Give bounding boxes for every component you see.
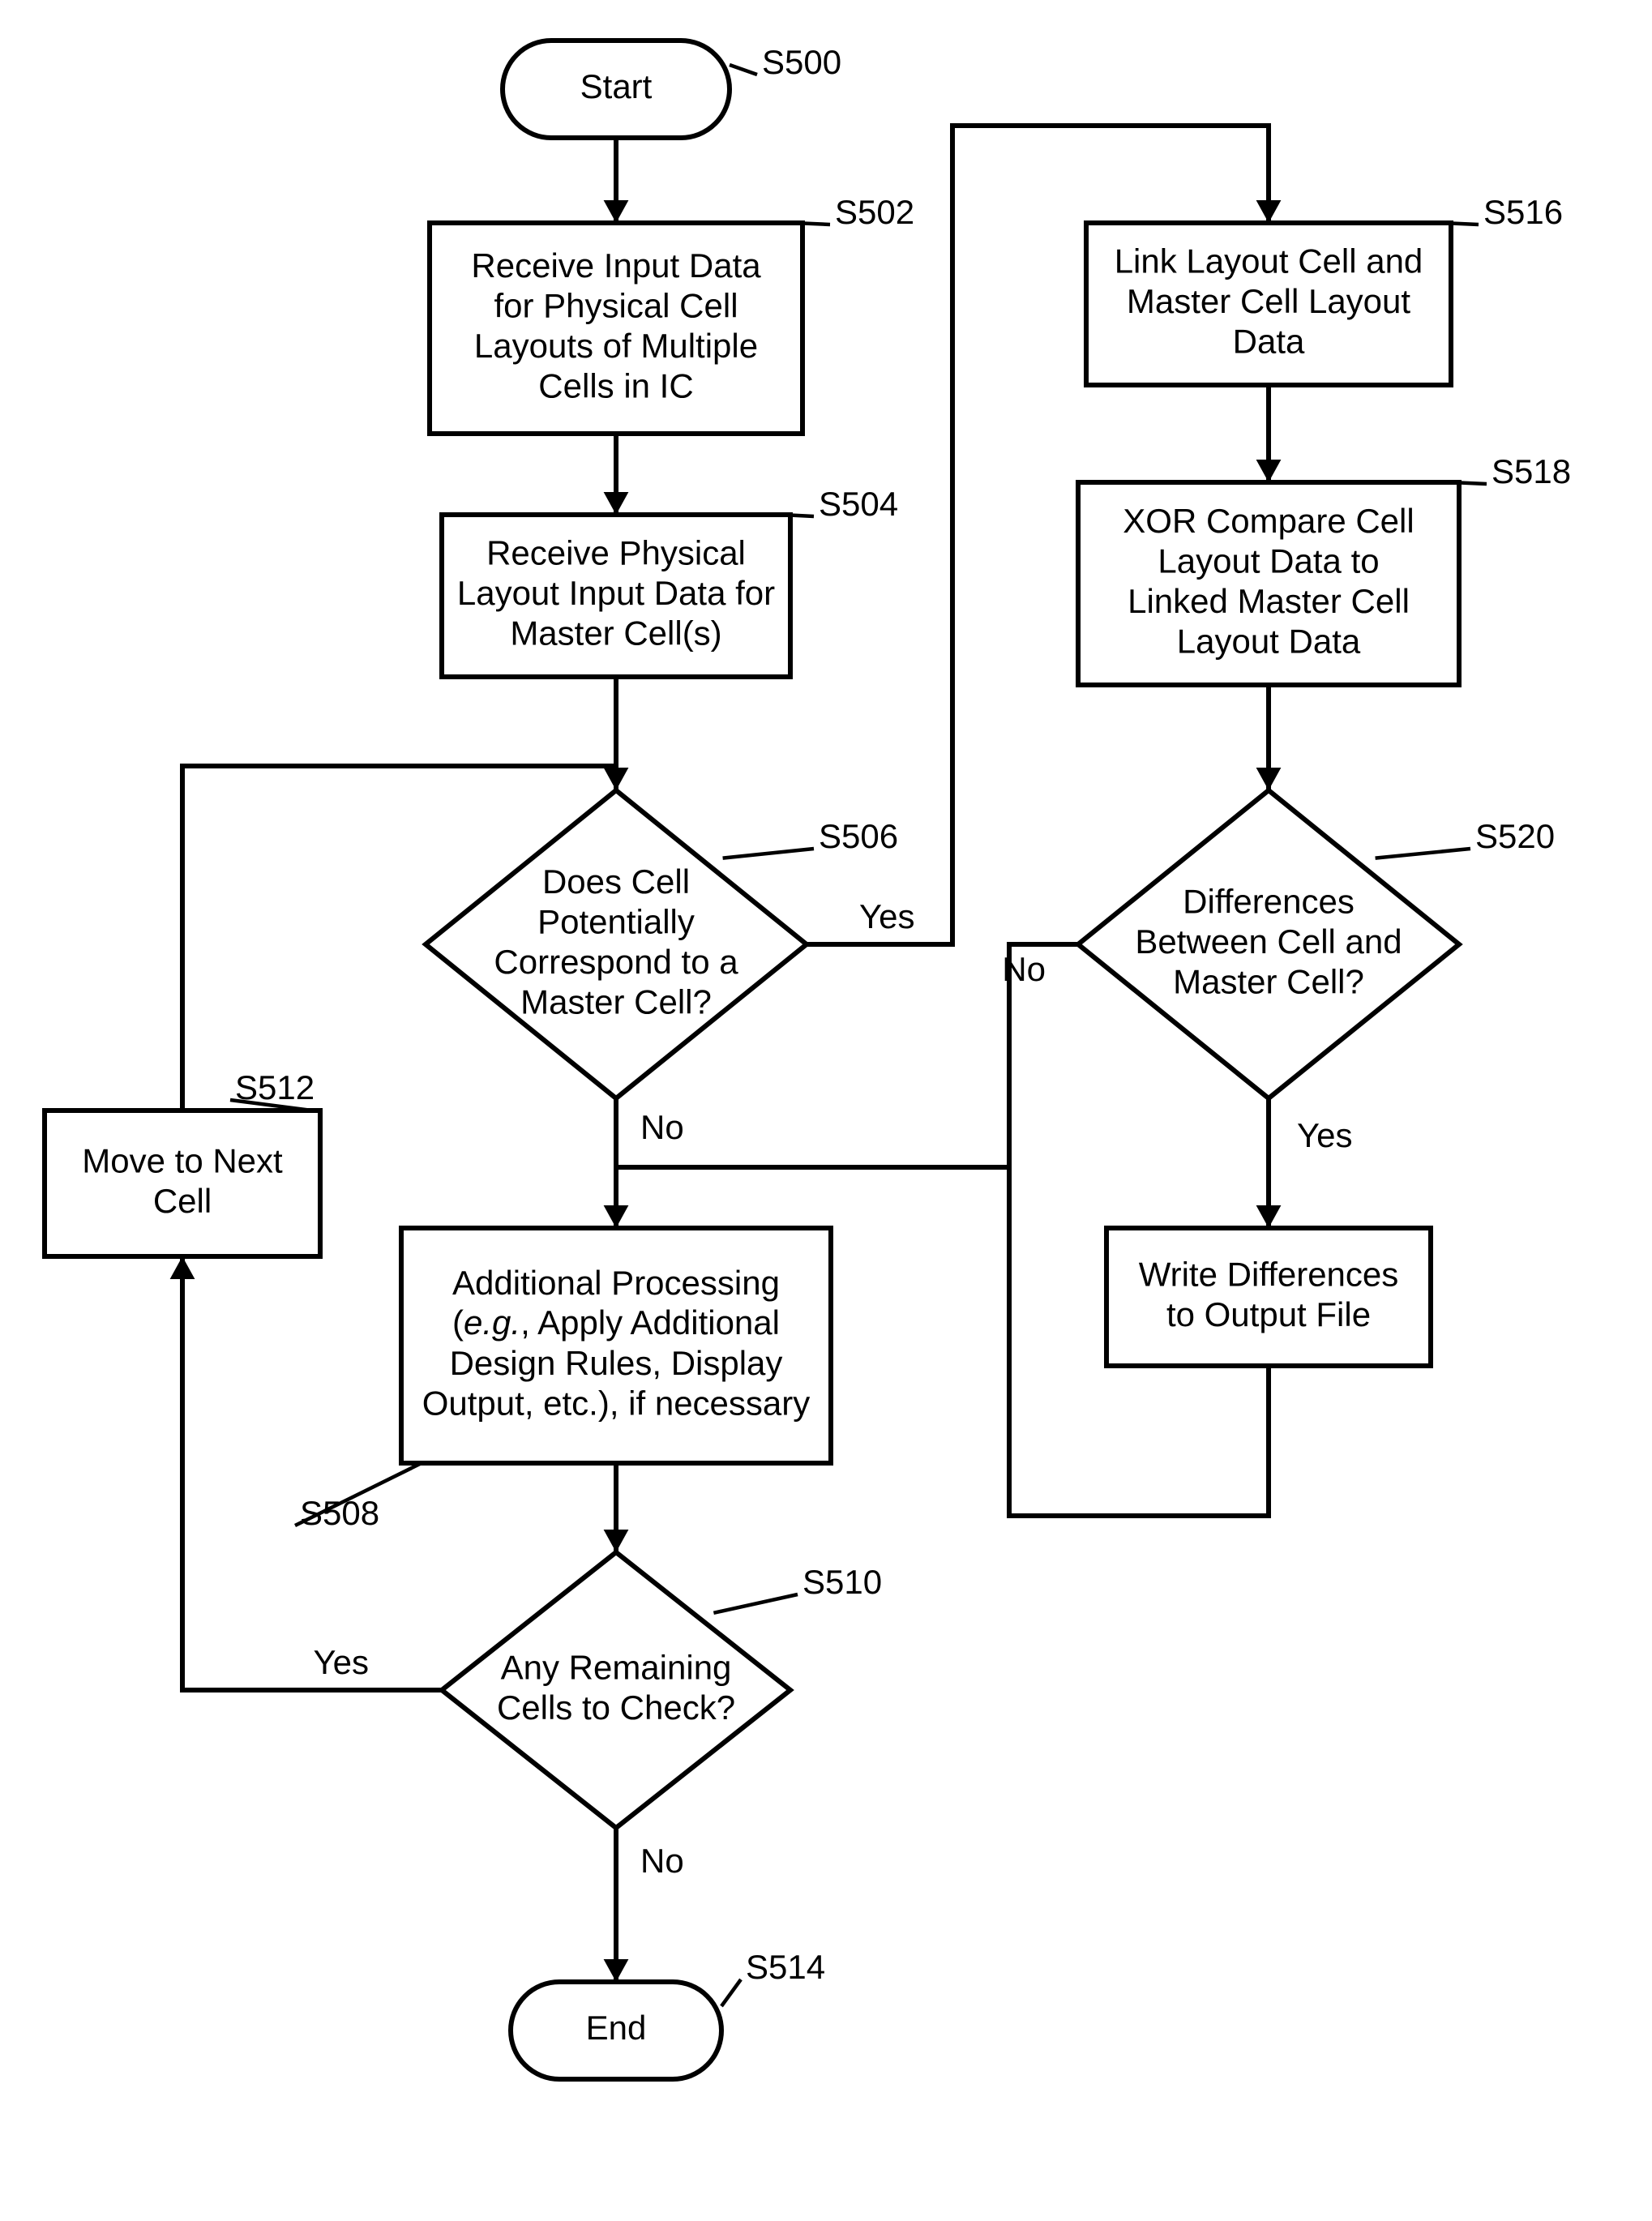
step-label: S504 bbox=[819, 485, 898, 523]
node-text: Layouts of Multiple bbox=[474, 327, 758, 365]
step-tick bbox=[794, 223, 830, 225]
flow-node-n506: Does CellPotentiallyCorrespond to aMaste… bbox=[426, 790, 807, 1098]
node-text: Link Layout Cell and bbox=[1115, 242, 1423, 280]
flow-node-n516: Link Layout Cell andMaster Cell LayoutDa… bbox=[1086, 223, 1451, 385]
step-tick bbox=[782, 515, 814, 516]
node-text: Potentially bbox=[537, 902, 695, 940]
flow-node-n512: Move to NextCell bbox=[45, 1110, 320, 1256]
node-text: Correspond to a bbox=[494, 943, 738, 981]
flow-node-n502: Receive Input Datafor Physical CellLayou… bbox=[430, 223, 802, 434]
node-text: Data bbox=[1233, 323, 1305, 361]
flow-node-n508: Additional Processing(e.g., Apply Additi… bbox=[401, 1228, 831, 1463]
node-text: Receive Physical bbox=[486, 534, 746, 572]
edge-label: Yes bbox=[1297, 1116, 1353, 1154]
node-text: Layout Data to bbox=[1158, 541, 1379, 580]
step-label: S508 bbox=[300, 1494, 379, 1532]
step-tick bbox=[1443, 223, 1479, 225]
node-text: Cells to Check? bbox=[497, 1688, 735, 1727]
flow-node-n518: XOR Compare CellLayout Data toLinked Mas… bbox=[1078, 482, 1459, 685]
node-text: Linked Master Cell bbox=[1128, 582, 1410, 620]
step-label: S514 bbox=[746, 1948, 825, 1986]
node-text: Cells in IC bbox=[538, 366, 693, 404]
step-tick bbox=[721, 1979, 741, 2006]
step-tick bbox=[713, 1594, 798, 1613]
step-label: S510 bbox=[802, 1563, 882, 1601]
step-tick bbox=[723, 849, 814, 858]
edge-label: Yes bbox=[313, 1643, 369, 1681]
node-text: Additional Processing bbox=[452, 1264, 780, 1302]
node-text: Master Cell? bbox=[1173, 963, 1364, 1001]
edge-label: No bbox=[1002, 950, 1046, 988]
node-text: Master Cell? bbox=[520, 982, 712, 1021]
node-text: XOR Compare Cell bbox=[1123, 502, 1414, 540]
node-text: Between Cell and bbox=[1135, 922, 1402, 961]
node-text: Output, etc.), if necessary bbox=[422, 1384, 811, 1422]
flow-node-n510: Any RemainingCells to Check? bbox=[442, 1552, 790, 1828]
step-label: S520 bbox=[1475, 817, 1555, 855]
node-text: (e.g., Apply Additional bbox=[452, 1303, 780, 1342]
node-text: to Output File bbox=[1166, 1295, 1371, 1333]
flow-node-n520: DifferencesBetween Cell andMaster Cell? bbox=[1078, 790, 1459, 1098]
flow-node-n522: Write Differencesto Output File bbox=[1106, 1228, 1431, 1366]
step-tick bbox=[730, 65, 757, 75]
node-text: Move to Next bbox=[82, 1141, 283, 1179]
node-text: Receive Input Data bbox=[471, 246, 761, 285]
edge-label: No bbox=[640, 1842, 684, 1880]
node-text: Start bbox=[580, 67, 653, 105]
node-text: Any Remaining bbox=[501, 1648, 732, 1686]
flow-node-end: End bbox=[511, 1982, 721, 2079]
node-text: Write Differences bbox=[1139, 1255, 1399, 1293]
step-tick bbox=[1451, 482, 1487, 484]
node-text: Layout Input Data for bbox=[457, 574, 775, 612]
step-label: S502 bbox=[835, 193, 914, 231]
node-text: Master Cell Layout bbox=[1127, 282, 1410, 320]
node-text: Design Rules, Display bbox=[450, 1344, 783, 1382]
step-label: S512 bbox=[235, 1068, 315, 1106]
nodes-layer: Start Receive Input Datafor Physical Cell… bbox=[45, 41, 1459, 2079]
node-text: Layout Data bbox=[1177, 622, 1361, 660]
flow-node-n504: Receive PhysicalLayout Input Data forMas… bbox=[442, 515, 790, 677]
step-label: S518 bbox=[1492, 452, 1571, 490]
node-text: End bbox=[586, 2009, 647, 2047]
node-text: for Physical Cell bbox=[494, 286, 738, 324]
flow-node-start: Start bbox=[503, 41, 730, 138]
node-text: Does Cell bbox=[542, 862, 690, 901]
step-label: S506 bbox=[819, 817, 898, 855]
node-text: Differences bbox=[1183, 883, 1355, 921]
edge-label: No bbox=[640, 1108, 684, 1146]
step-label: S516 bbox=[1483, 193, 1563, 231]
node-text: Cell bbox=[153, 1182, 212, 1220]
node-text: Master Cell(s) bbox=[510, 614, 721, 653]
edge-label: Yes bbox=[859, 897, 915, 935]
step-tick bbox=[1376, 849, 1470, 858]
step-label: S500 bbox=[762, 43, 841, 81]
